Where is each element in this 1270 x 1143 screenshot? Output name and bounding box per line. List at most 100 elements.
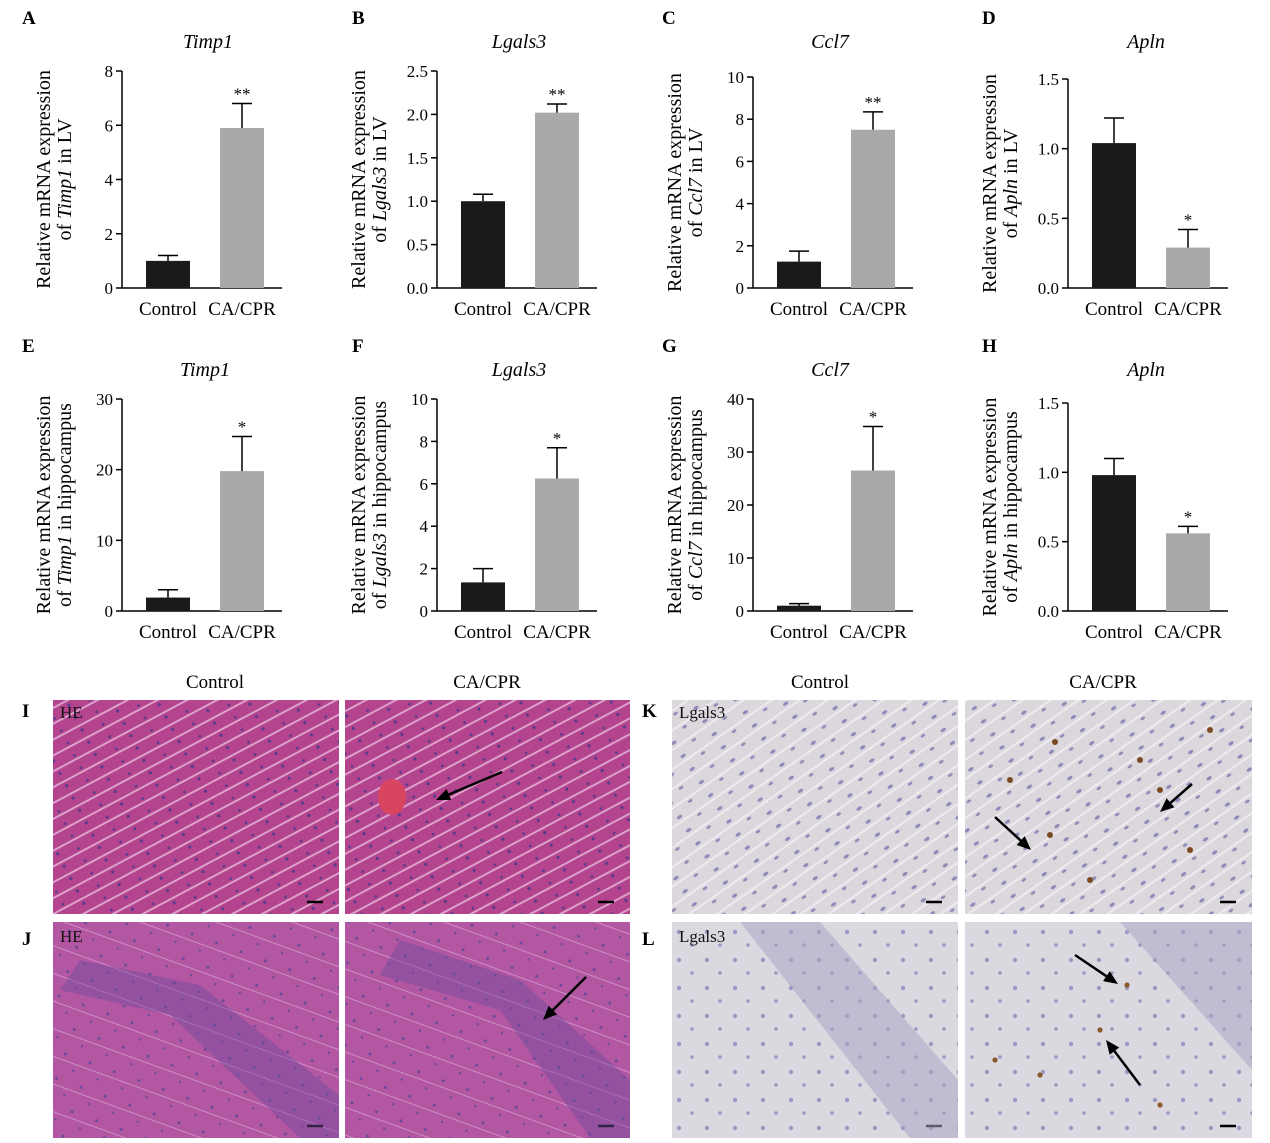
- micrograph-column-label: Control: [791, 672, 849, 693]
- panel-letter: J: [22, 929, 32, 950]
- y-axis-label-line1: Relative mRNA expression: [664, 73, 686, 292]
- y-tick-label: 0.0: [1038, 602, 1059, 621]
- y-axis-label-pre: of: [369, 588, 391, 610]
- y-axis-label-suffix: in LV: [685, 127, 707, 178]
- y-axis-label-pre: of: [685, 579, 707, 601]
- y-axis-label-gene: Lgals3: [369, 533, 391, 588]
- chart-panel-g: G Ccl7 0 10 20 30 40 Relative mRNA expression of…: [662, 336, 913, 643]
- chart-title: Timp1: [183, 31, 233, 53]
- chart-panel-d: D Apln 0.0 0.5 1.0 1.5 Relative mRNA expressio…: [979, 8, 1228, 320]
- y-axis-label-suffix: in LV: [54, 118, 76, 169]
- category-label: CA/CPR: [1154, 299, 1222, 320]
- y-tick-label: 2.5: [407, 62, 428, 81]
- y-axis-label-line1: Relative mRNA expression: [664, 396, 686, 615]
- y-axis-label-line1: Relative mRNA expression: [33, 70, 55, 289]
- bar-control: [146, 597, 190, 611]
- chart-title: Timp1: [180, 359, 230, 381]
- y-axis-label-line2: of Lgals3 in hippocampus: [369, 401, 391, 610]
- y-tick-label: 1.0: [1038, 140, 1059, 159]
- chart-title: Apln: [1125, 359, 1165, 381]
- micrograph-column-label: CA/CPR: [1069, 672, 1137, 693]
- micrograph-i-control: [53, 700, 339, 914]
- y-tick-label: 6: [736, 152, 745, 171]
- y-tick-label: 1.5: [1038, 70, 1059, 89]
- chart-title: Ccl7: [811, 31, 850, 53]
- y-axis-label-suffix: in hippocampus: [685, 409, 707, 541]
- y-axis-label-gene: Ccl7: [685, 540, 707, 579]
- y-axis-label-suffix: in hippocampus: [369, 401, 391, 533]
- y-tick-label: 10: [727, 549, 744, 568]
- y-tick-label: 0: [420, 602, 429, 621]
- category-label: Control: [139, 299, 197, 320]
- arrow-shaft: [552, 976, 587, 1011]
- category-label: CA/CPR: [523, 299, 591, 320]
- chart-panel-h: H Apln 0.0 0.5 1.0 1.5 Relative mRNA expressio…: [979, 336, 1228, 643]
- chart-panel-e: E Timp1 0 10 20 30 Relative mRNA expression of …: [22, 336, 282, 643]
- stain-spot: [1052, 739, 1058, 745]
- stain-label: HE: [60, 927, 83, 946]
- y-axis-label-line2: of Timp1 in LV: [54, 118, 76, 241]
- chart-panel-a: A Timp1 0 2 4 6 8 Relative mRNA expression of Ti…: [22, 8, 282, 320]
- y-axis-label-gene: Ccl7: [685, 177, 707, 216]
- category-label: CA/CPR: [208, 622, 276, 643]
- stain-spot: [1157, 1102, 1163, 1108]
- y-tick-label: 1.5: [407, 149, 428, 168]
- y-axis-label-gene: Lgals3: [369, 167, 391, 222]
- arrow-head: [1160, 798, 1175, 812]
- cell-layer-band: [740, 922, 958, 1138]
- y-tick-label: 0.5: [1038, 209, 1059, 228]
- y-tick-label: 4: [736, 195, 745, 214]
- micrograph-image: [672, 700, 958, 914]
- stain-spot: [1087, 877, 1093, 883]
- y-axis-label-line2: of Timp1 in hippocampus: [54, 403, 76, 607]
- y-axis-label-line2: of Apln in hippocampus: [1000, 411, 1022, 603]
- y-axis-label-gene: Timp1: [54, 169, 76, 219]
- category-label: Control: [1085, 622, 1143, 643]
- bar-cacpr: [851, 129, 895, 288]
- y-axis-label-pre: of: [1000, 581, 1022, 603]
- chart-title: Lgals3: [491, 31, 546, 53]
- y-tick-label: 20: [96, 461, 113, 480]
- significance-mark: **: [234, 85, 251, 104]
- stain-spot: [1007, 777, 1013, 783]
- stain-spot: [1047, 832, 1053, 838]
- y-axis-label-gene: Apln: [1000, 179, 1022, 219]
- y-tick-label: 0: [105, 602, 114, 621]
- micrograph-k-cacpr: [965, 700, 1252, 914]
- category-label: CA/CPR: [1154, 622, 1222, 643]
- panel-letter: I: [22, 701, 29, 722]
- bar-cacpr: [220, 127, 264, 289]
- panel-letter: F: [352, 336, 364, 357]
- stain-spot: [1207, 727, 1213, 733]
- category-label: CA/CPR: [839, 299, 907, 320]
- y-tick-label: 0: [736, 279, 745, 298]
- y-tick-label: 6: [105, 116, 114, 135]
- y-tick-label: 0: [105, 279, 114, 298]
- y-tick-label: 1.0: [1038, 463, 1059, 482]
- significance-mark: **: [549, 85, 566, 104]
- arrow: [543, 976, 587, 1020]
- bar-cacpr: [1166, 247, 1210, 288]
- bar-cacpr: [535, 112, 579, 288]
- micrograph-column-label: Control: [186, 672, 244, 693]
- y-tick-label: 0: [736, 602, 745, 621]
- significance-mark: *: [1184, 210, 1193, 229]
- chart-panel-f: F Lgals3 0 2 4 6 8 10 Relative mRNA expression of…: [348, 336, 597, 643]
- micrograph-image: [53, 700, 339, 914]
- chart-title: Lgals3: [491, 359, 546, 381]
- y-tick-label: 10: [411, 390, 428, 409]
- y-axis-label-gene: Timp1: [54, 535, 76, 585]
- significance-mark: *: [869, 408, 878, 427]
- arrow-head: [543, 1005, 558, 1020]
- significance-mark: *: [1184, 507, 1193, 526]
- significance-mark: **: [865, 93, 882, 112]
- panel-letter: E: [22, 336, 35, 357]
- arrow-shaft: [994, 816, 1022, 842]
- y-axis-label-pre: of: [54, 585, 76, 607]
- y-tick-label: 4: [105, 171, 114, 190]
- arrow-head: [436, 789, 452, 801]
- bar-control: [461, 201, 505, 288]
- significance-mark: *: [238, 417, 247, 436]
- stain-spot: [1124, 982, 1130, 988]
